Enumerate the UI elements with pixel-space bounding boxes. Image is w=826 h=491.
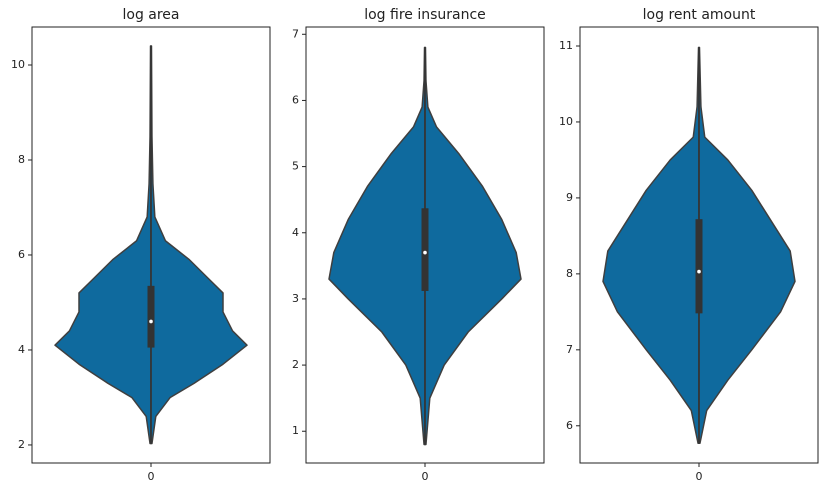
y-tick-label: 9 [566, 191, 573, 204]
violin-half [328, 46, 426, 446]
axes-frame [305, 26, 545, 464]
median [423, 250, 427, 255]
y-tick-label: 6 [18, 248, 25, 261]
y-tick-label: 6 [292, 93, 299, 106]
y-tick-label: 7 [292, 27, 299, 40]
y-tick-label: 3 [292, 292, 299, 305]
iqr-box [695, 219, 703, 314]
y-tick-label: 11 [559, 39, 573, 52]
y-tick-label: 10 [11, 58, 25, 71]
violin-half [54, 45, 152, 445]
y-tick-label: 8 [566, 267, 573, 280]
y-tick-label: 5 [292, 160, 299, 173]
chart-title: log area [122, 7, 179, 23]
axes-frame [31, 26, 271, 464]
iqr-box [147, 285, 155, 348]
violin-half [150, 45, 248, 445]
y-tick-label: 2 [292, 358, 299, 371]
y-tick-label: 10 [559, 115, 573, 128]
chart-title: log rent amount [643, 7, 756, 23]
y-tick-label: 1 [292, 424, 299, 437]
median [149, 319, 153, 324]
y-tick-label: 6 [566, 419, 573, 432]
violin-half [698, 46, 796, 445]
axes-frame [579, 26, 819, 464]
y-tick-label: 7 [566, 343, 573, 356]
violin-half [424, 46, 522, 446]
violin-half [602, 46, 700, 445]
median [697, 269, 701, 274]
y-tick-label: 2 [18, 438, 25, 451]
y-tick-label: 4 [292, 226, 299, 239]
x-tick-label: 0 [696, 470, 703, 483]
iqr-box [421, 208, 429, 291]
x-tick-label: 0 [422, 470, 429, 483]
chart-title: log fire insurance [364, 7, 486, 23]
x-tick-label: 0 [148, 470, 155, 483]
y-tick-label: 8 [18, 153, 25, 166]
y-tick-label: 4 [18, 343, 25, 356]
